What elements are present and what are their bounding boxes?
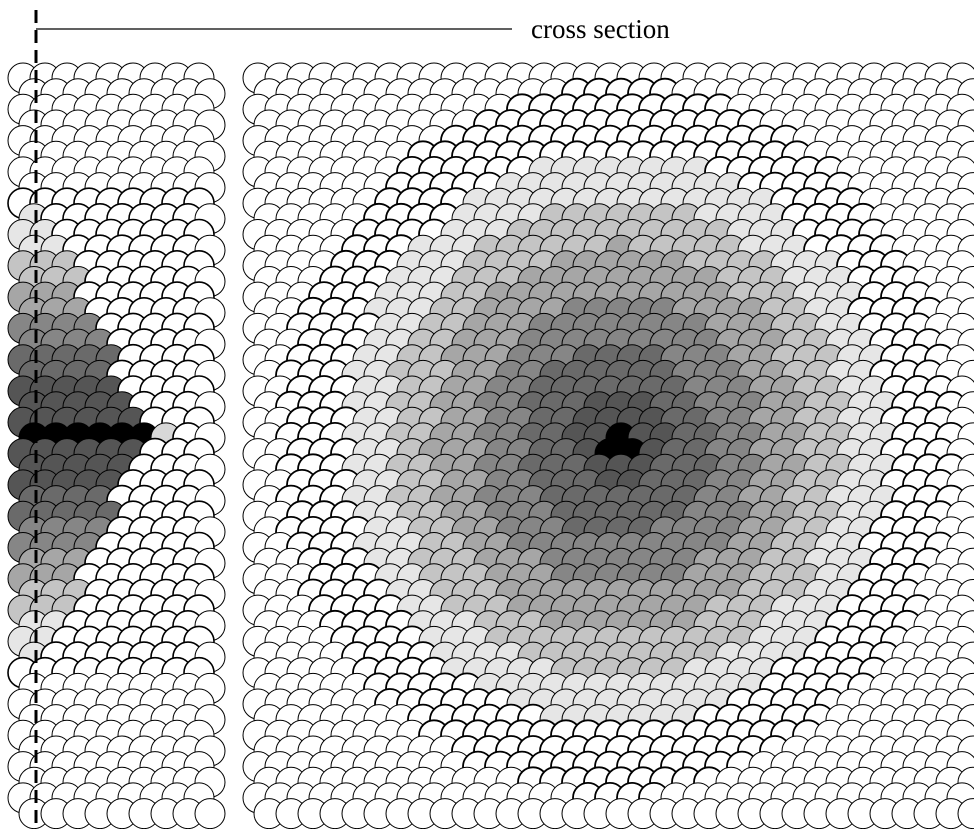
cross-section-panel bbox=[7, 62, 226, 829]
cross-section-label: cross section bbox=[531, 14, 670, 44]
lattice-site bbox=[194, 798, 226, 829]
top-view-panel bbox=[242, 62, 974, 829]
